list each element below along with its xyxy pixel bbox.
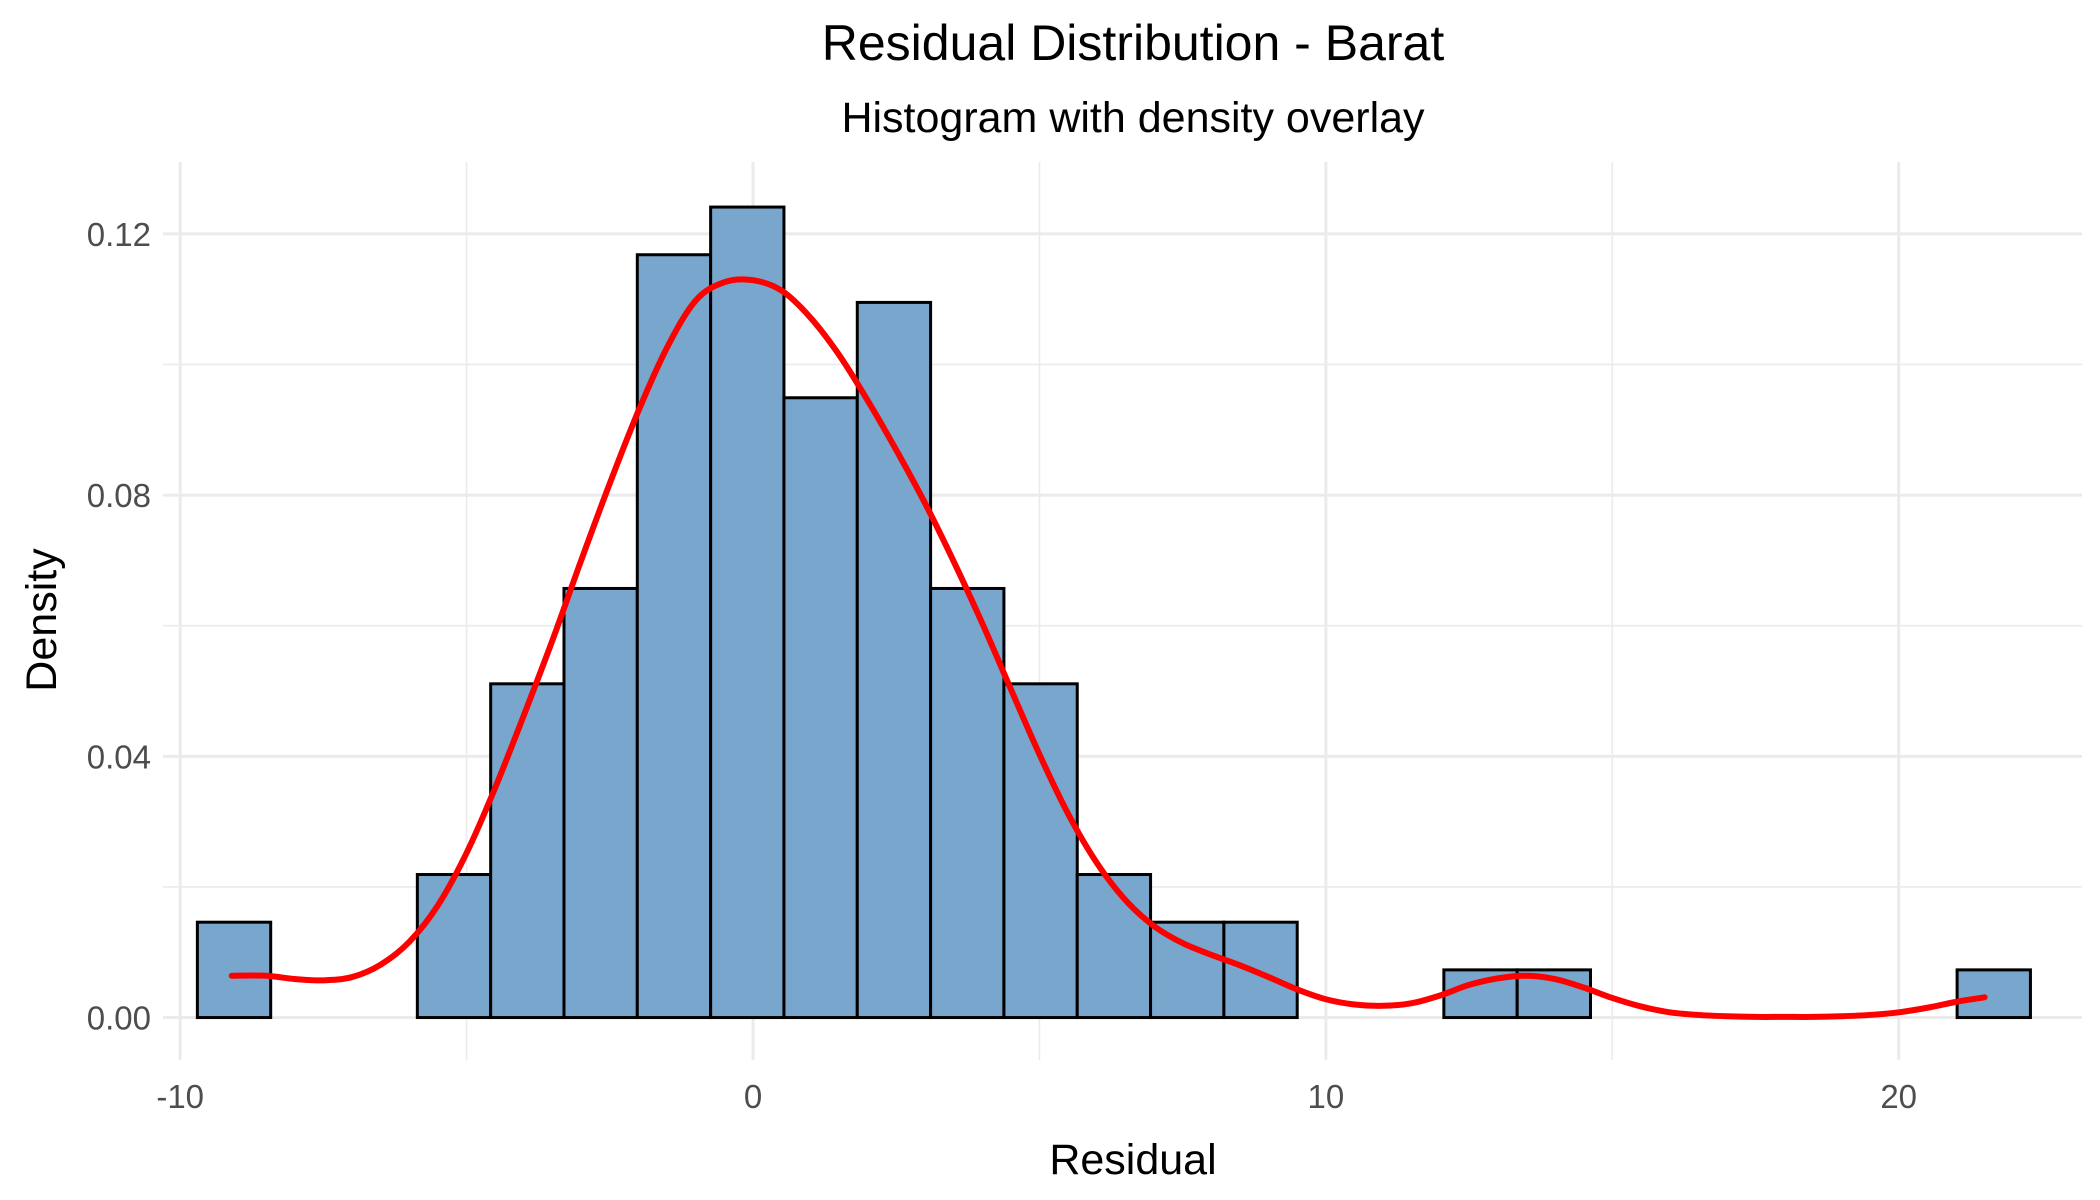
x-axis-ticks: -10 0 10 20 (156, 1078, 1917, 1115)
x-axis-label: Residual (1049, 1136, 1216, 1184)
histogram-bar (1222, 920, 1299, 1020)
histogram-bar (1075, 873, 1153, 1020)
histogram-bar (1955, 968, 2032, 1020)
y-axis-ticks: 0.00 0.04 0.08 0.12 (87, 216, 151, 1037)
histogram-bar (709, 205, 786, 1020)
histogram-bar (782, 396, 859, 1020)
histogram-bars (195, 205, 2032, 1020)
histogram-bar (562, 586, 639, 1020)
x-tick-label: 20 (1880, 1078, 1917, 1115)
y-tick-label: 0.04 (87, 738, 151, 775)
y-tick-label: 0.00 (87, 1000, 151, 1037)
density-curve (228, 276, 1988, 1020)
histogram-bar (415, 873, 493, 1020)
histogram-bar (635, 253, 713, 1020)
x-tick-label: 0 (744, 1078, 762, 1115)
chart-title: Residual Distribution - Barat (822, 15, 1445, 71)
x-tick-label: 10 (1307, 1078, 1344, 1115)
histogram-bar (855, 300, 933, 1020)
x-tick-label: -10 (156, 1078, 204, 1115)
histogram-bar (195, 920, 273, 1020)
y-tick-label: 0.08 (87, 477, 151, 514)
chart-subtitle: Histogram with density overlay (841, 94, 1425, 142)
y-tick-label: 0.12 (87, 216, 151, 253)
histogram-bar (1002, 682, 1079, 1020)
histogram-bar (489, 682, 566, 1020)
y-axis-label: Density (18, 548, 66, 692)
histogram-bar (1149, 920, 1226, 1020)
